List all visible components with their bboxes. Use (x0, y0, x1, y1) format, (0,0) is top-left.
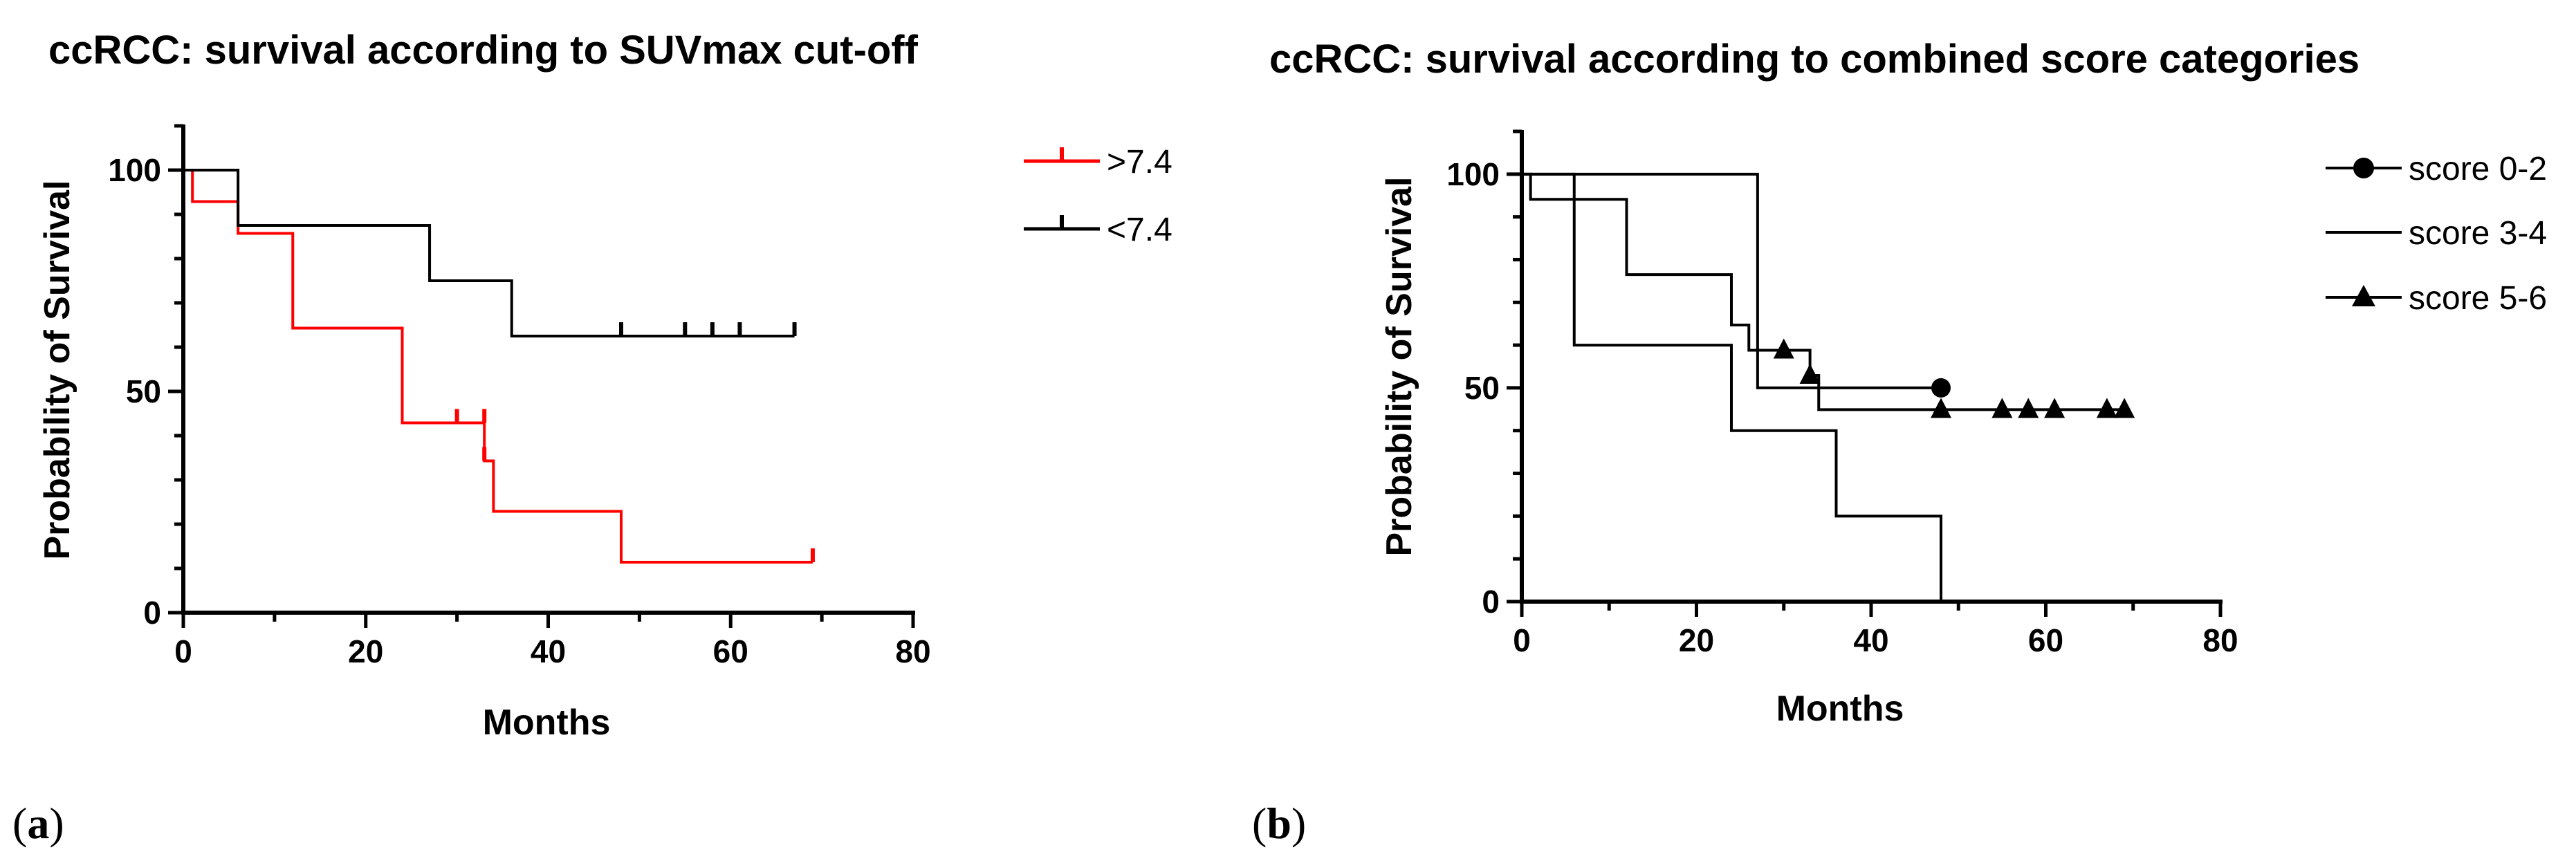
panel-label-b: (b) (1252, 799, 1306, 848)
legend-marker-score02 (2353, 158, 2374, 178)
censor-mark-b-score-5-6 (2018, 398, 2039, 418)
x-tick-label-b: 80 (2202, 622, 2238, 658)
x-tick-label-b: 20 (1679, 622, 1714, 658)
plot-area-b: 0 20 40 60 80 0 50 100 (1446, 129, 2238, 658)
censor-mark-b-score-5-6 (2044, 398, 2066, 418)
legend-label-lt74: <7.4 (1107, 212, 1172, 248)
censor-mark-b-score-5-6 (1799, 363, 1821, 384)
censor-mark-b-score-5-6 (1931, 398, 1951, 418)
y-axis-label-a: Probability of Survival (37, 180, 77, 559)
panel-label-b-letter: b (1267, 799, 1291, 848)
y-axis-label-b: Probability of Survival (1379, 176, 1419, 556)
x-tick-label-b: 40 (1853, 622, 1888, 658)
legend-label-score56: score 5-6 (2409, 280, 2547, 317)
plot-area-a: 0 20 40 60 80 0 50 100 (108, 124, 931, 669)
x-tick-label-a: 80 (895, 633, 930, 669)
legend-label-score34: score 3-4 (2409, 215, 2547, 252)
series-line-a-7-4 (183, 169, 795, 337)
x-tick-label-a: 20 (348, 633, 383, 669)
legend-b: score 0-2 score 3-4 score 5-6 (2326, 151, 2547, 317)
chart-panel-a: ccRCC: survival according to SUVmax cut-… (12, 28, 1172, 848)
panel-label-a-letter: a (27, 799, 49, 848)
y-tick-label-b: 100 (1446, 156, 1500, 192)
x-tick-label-a: 40 (531, 633, 566, 669)
x-tick-label-b: 0 (1513, 622, 1531, 658)
y-tick-label-a: 0 (143, 595, 161, 631)
legend-a: >7.4 <7.4 (1024, 144, 1172, 248)
y-tick-label-b: 0 (1482, 584, 1500, 620)
chart-panel-b: ccRCC: survival according to combined sc… (1252, 37, 2547, 848)
y-tick-label-a: 50 (126, 373, 161, 409)
x-axis-label-b: Months (1776, 689, 1904, 729)
censor-mark-b-score-5-6 (1773, 338, 1794, 359)
series-line-b-score-0-2 (1522, 172, 1941, 389)
series-line-b-score-3-4 (1522, 172, 1942, 602)
censor-mark-b-score-5-6 (1991, 398, 2013, 418)
censor-mark-b-score-0-2 (1931, 378, 1951, 398)
y-tick-label-a: 100 (108, 152, 161, 188)
panel-label-b-close: ) (1291, 799, 1306, 848)
y-tick-label-b: 50 (1464, 370, 1500, 406)
series-line-a-7-4 (183, 169, 813, 564)
legend-label-score02: score 0-2 (2409, 151, 2547, 187)
legend-label-gt74: >7.4 (1107, 144, 1172, 180)
chart-title-b: ccRCC: survival according to combined sc… (1269, 37, 2359, 82)
panel-label-b-open: ( (1252, 799, 1267, 848)
panel-label-a: (a) (12, 799, 64, 848)
chart-title-a: ccRCC: survival according to SUVmax cut-… (48, 28, 919, 73)
x-tick-label-a: 60 (713, 633, 748, 669)
x-tick-label-b: 60 (2028, 622, 2063, 658)
censor-mark-b-score-5-6 (2096, 398, 2117, 418)
series-line-b-score-5-6 (1522, 172, 2125, 411)
panel-label-a-open: ( (12, 799, 27, 848)
x-axis-label-a: Months (483, 703, 611, 743)
panel-label-a-close: ) (49, 799, 64, 848)
censor-mark-b-score-5-6 (2114, 398, 2135, 418)
legend-marker-score56 (2352, 285, 2375, 306)
x-tick-label-a: 0 (174, 633, 192, 669)
